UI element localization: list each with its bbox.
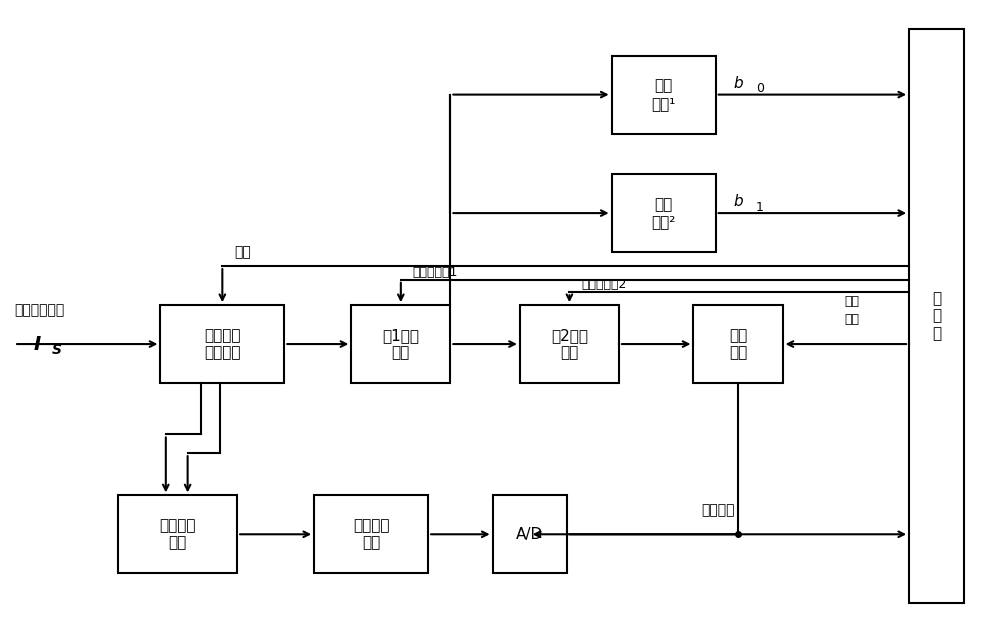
Text: 0: 0	[756, 83, 764, 95]
Bar	[612, 56, 716, 133]
Bar	[351, 305, 450, 383]
Text: 取绝对値
电路: 取绝对値 电路	[353, 518, 389, 550]
Text: 饱和
判别²: 饱和 判别²	[651, 197, 676, 229]
Text: 1: 1	[756, 201, 764, 214]
Text: S: S	[52, 343, 62, 356]
Text: 待测微弱电流: 待测微弱电流	[14, 303, 64, 317]
Text: b: b	[733, 195, 743, 209]
Text: 单
片
机: 单 片 机	[932, 291, 941, 341]
Bar	[612, 174, 716, 252]
Text: 放大级选择2: 放大级选择2	[581, 278, 627, 291]
Text: I: I	[34, 334, 41, 353]
Text: 时钟信号: 时钟信号	[701, 504, 735, 518]
Bar	[160, 305, 284, 383]
Text: 差分解调
单元: 差分解调 单元	[159, 518, 196, 550]
Bar	[520, 305, 619, 383]
Text: 采样
保持: 采样 保持	[729, 328, 747, 360]
Text: 第1阶段
放大: 第1阶段 放大	[382, 328, 419, 360]
Text: 开关调制
前置放大: 开关调制 前置放大	[204, 328, 241, 360]
Bar	[493, 495, 567, 573]
Text: b: b	[733, 76, 743, 91]
Text: 信号: 信号	[845, 313, 860, 325]
Text: A/D: A/D	[516, 527, 543, 542]
Bar	[118, 495, 237, 573]
Text: 调制: 调制	[234, 245, 251, 259]
Text: 第2阶段
放大: 第2阶段 放大	[551, 328, 588, 360]
Text: 时钟: 时钟	[845, 295, 860, 308]
Bar	[909, 29, 964, 603]
Bar	[693, 305, 783, 383]
Text: 饱和
判别¹: 饱和 判别¹	[651, 78, 676, 111]
Text: 放大级选择1: 放大级选择1	[413, 266, 458, 279]
Bar	[314, 495, 428, 573]
